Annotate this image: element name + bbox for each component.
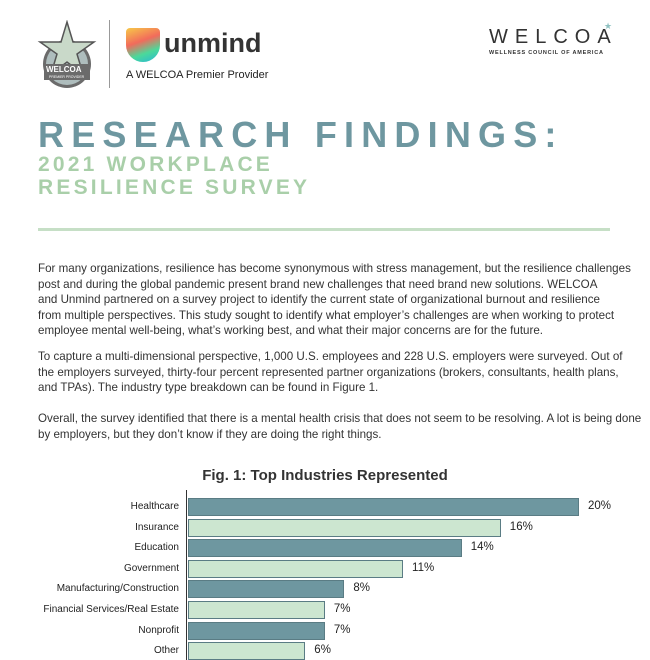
badge-text: WELCOA — [46, 65, 82, 74]
bar-financial-services-real-estate — [188, 601, 325, 619]
text-line: and Unmind partnered on a survey project… — [38, 293, 600, 307]
data-label: 20% — [588, 500, 612, 512]
text-line: and TPAs). The industry type breakdown c… — [38, 381, 379, 395]
category-label: Manufacturing/Construction — [56, 583, 179, 595]
data-label: 11% — [412, 561, 435, 574]
welcoa-logo: WELCOA — [489, 26, 618, 48]
star-icon: ★ — [604, 21, 613, 31]
category-label: Nonprofit — [138, 624, 179, 636]
bar-manufacturing-construction — [188, 580, 345, 599]
category-label: Insurance — [135, 521, 179, 533]
chart-title: Fig. 1: Top Industries Represented — [202, 467, 448, 484]
category-label: Healthcare — [130, 501, 179, 512]
text-line: To capture a multi-dimensional perspecti… — [38, 350, 623, 363]
text-line: Overall, the survey identified that ther… — [38, 412, 642, 425]
bar-healthcare — [188, 498, 579, 516]
text-line: employee mental well-being, what’s worki… — [38, 324, 544, 338]
bar-other — [188, 642, 306, 660]
data-label: 6% — [314, 644, 331, 657]
data-label: 7% — [333, 623, 351, 636]
unmind-logo: unmind — [164, 28, 262, 58]
text-line: For many organizations, resilience has b… — [38, 262, 631, 275]
category-label: Government — [123, 562, 179, 574]
method-paragraph: To capture a multi-dimensional perspecti… — [38, 349, 628, 396]
data-label: 16% — [509, 520, 533, 533]
intro-paragraph: For many organizations, resilience has b… — [38, 261, 631, 339]
subtitle-line: RESILIENCE SURVEY — [38, 176, 311, 199]
text-line: from multiple perspectives. This study s… — [38, 308, 615, 322]
chart-axis — [186, 490, 187, 660]
title-rule — [38, 228, 610, 231]
data-label: 7% — [333, 603, 351, 615]
data-label: 8% — [353, 582, 371, 595]
page-title: RESEARCH FINDINGS: — [38, 114, 564, 155]
category-label: Financial Services/Real Estate — [43, 604, 179, 615]
unmind-logo-icon — [126, 28, 160, 62]
summary-paragraph: Overall, the survey identified that ther… — [38, 411, 642, 442]
text-line: by employers, but they don’t know if the… — [38, 427, 382, 441]
welcoa-premier-badge: WELCOA PREMIER PROVIDER — [36, 19, 98, 92]
partner-tagline: A WELCOA Premier Provider — [126, 69, 269, 81]
text-line: post and during the global pandemic pres… — [38, 277, 598, 291]
bar-government — [188, 559, 404, 578]
badge-subtext: PREMIER PROVIDER — [49, 75, 85, 79]
bar-nonprofit — [188, 621, 325, 640]
logo-divider — [109, 20, 110, 88]
data-label: 14% — [470, 541, 494, 554]
subtitle-line: 2021 WORKPLACE — [38, 153, 274, 176]
bar-insurance — [188, 518, 501, 537]
welcoa-tagline: WELLNESS COUNCIL OF AMERICA — [489, 50, 604, 56]
bar-education — [188, 539, 462, 558]
category-label: Other — [153, 645, 179, 657]
text-line: the employers surveyed, thirty-four perc… — [38, 365, 619, 379]
category-label: Education — [134, 542, 179, 554]
